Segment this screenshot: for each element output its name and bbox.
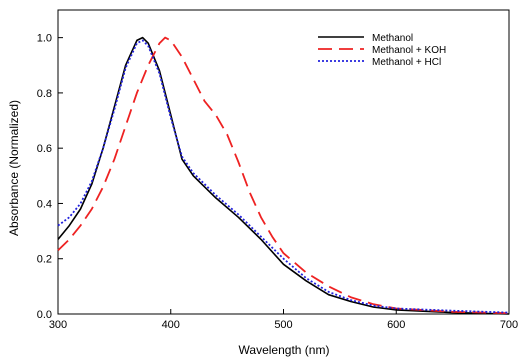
- x-tick-label: 600: [387, 319, 405, 331]
- legend-label: Methanol: [372, 33, 413, 44]
- series-layer: [57, 36, 510, 315]
- y-tick-label: 0.6: [37, 143, 52, 155]
- y-axis-ticks: 0.0 0.2 0.4 0.6 0.8 1.0: [37, 33, 63, 321]
- x-axis-label: Wavelength (nm): [239, 343, 330, 357]
- x-tick-label: 700: [500, 319, 518, 331]
- y-tick-label: 1.0: [37, 33, 52, 45]
- y-tick-label: 0.2: [37, 254, 52, 266]
- x-tick-label: 400: [162, 319, 180, 331]
- x-axis-ticks: 300 400 500 600 700: [49, 309, 518, 331]
- series-line-methanol: [57, 36, 510, 315]
- y-axis-label: Absorbance (Normalized): [7, 100, 21, 236]
- series-line-methanol-koh: [57, 36, 510, 315]
- series-line-methanol-hcl: [57, 39, 510, 314]
- x-tick-label: 500: [274, 319, 292, 331]
- y-tick-label: 0.4: [37, 198, 52, 210]
- legend-label: Methanol + KOH: [372, 45, 446, 56]
- legend-label: Methanol + HCl: [372, 57, 441, 68]
- y-tick-label: 0.0: [37, 309, 52, 321]
- y-tick-label: 0.8: [37, 88, 52, 100]
- x-tick-label: 300: [49, 319, 67, 331]
